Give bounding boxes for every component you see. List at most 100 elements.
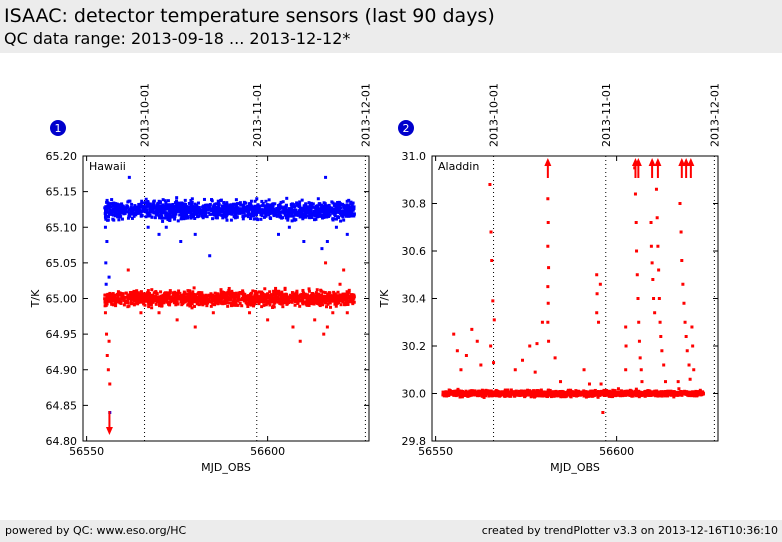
footer-timestamp: created by trendPlotter v3.3 on 2013-12-… bbox=[481, 524, 778, 537]
data-point bbox=[198, 208, 202, 212]
data-point bbox=[482, 392, 486, 396]
data-point bbox=[242, 299, 246, 303]
data-point bbox=[306, 214, 310, 218]
data-point bbox=[211, 217, 215, 221]
data-point bbox=[325, 215, 329, 219]
data-point bbox=[602, 393, 606, 397]
data-point bbox=[480, 394, 484, 398]
data-point bbox=[310, 211, 314, 215]
data-point bbox=[315, 293, 319, 297]
data-point bbox=[145, 295, 149, 299]
data-point bbox=[238, 301, 242, 305]
data-point bbox=[211, 212, 215, 216]
data-point bbox=[262, 303, 266, 307]
data-point bbox=[622, 391, 626, 395]
data-point bbox=[551, 393, 555, 397]
data-point bbox=[222, 296, 226, 300]
data-point bbox=[351, 201, 355, 205]
data-point bbox=[155, 296, 159, 300]
data-point bbox=[296, 294, 300, 298]
data-point bbox=[208, 205, 212, 209]
data-point bbox=[246, 297, 250, 301]
data-point bbox=[126, 268, 130, 272]
data-point bbox=[302, 209, 306, 213]
data-point bbox=[273, 202, 277, 206]
data-point bbox=[227, 289, 231, 293]
y-tick-label: 30.8 bbox=[402, 198, 427, 211]
data-point bbox=[319, 289, 323, 293]
data-point bbox=[163, 298, 167, 302]
data-point bbox=[333, 204, 337, 208]
data-point bbox=[270, 208, 274, 212]
data-point bbox=[203, 206, 207, 210]
data-point bbox=[188, 289, 192, 293]
data-point bbox=[146, 289, 150, 293]
data-point bbox=[559, 390, 563, 394]
data-point bbox=[315, 288, 319, 292]
x-axis-label: MJD_OBS bbox=[550, 461, 600, 474]
data-point bbox=[182, 297, 186, 301]
data-point bbox=[110, 212, 114, 216]
data-point bbox=[259, 290, 263, 294]
data-point bbox=[186, 216, 190, 220]
data-point bbox=[309, 201, 313, 205]
data-point bbox=[498, 390, 502, 394]
data-point bbox=[118, 215, 122, 219]
data-point bbox=[252, 304, 256, 308]
data-point bbox=[174, 303, 178, 307]
data-point bbox=[291, 325, 295, 329]
data-point bbox=[678, 202, 682, 205]
data-point bbox=[235, 215, 239, 219]
data-point bbox=[335, 209, 339, 213]
data-point bbox=[571, 390, 575, 394]
data-point bbox=[105, 332, 109, 336]
data-point bbox=[128, 291, 132, 295]
data-point bbox=[349, 296, 353, 300]
data-point bbox=[655, 392, 659, 396]
data-point bbox=[152, 291, 156, 295]
data-point bbox=[170, 299, 174, 303]
data-point bbox=[285, 298, 289, 302]
data-point bbox=[111, 204, 115, 208]
data-point bbox=[638, 356, 642, 360]
data-point bbox=[188, 291, 192, 295]
data-point bbox=[205, 297, 209, 301]
data-point bbox=[561, 391, 565, 395]
data-point bbox=[347, 294, 351, 298]
data-point bbox=[305, 211, 309, 215]
data-point bbox=[242, 210, 246, 214]
data-point bbox=[176, 209, 180, 213]
data-point bbox=[114, 208, 118, 212]
data-point bbox=[162, 301, 166, 305]
data-point bbox=[295, 201, 299, 205]
data-point bbox=[215, 294, 219, 298]
data-point bbox=[561, 395, 565, 399]
data-point bbox=[253, 294, 257, 298]
data-point bbox=[187, 206, 191, 210]
data-point bbox=[171, 215, 175, 219]
data-point bbox=[295, 212, 299, 216]
data-point bbox=[173, 290, 177, 294]
data-point bbox=[234, 303, 238, 307]
data-point bbox=[220, 207, 224, 211]
data-point bbox=[335, 206, 339, 210]
data-point bbox=[188, 296, 192, 300]
data-point bbox=[328, 300, 332, 304]
data-point bbox=[232, 202, 236, 206]
data-point bbox=[190, 200, 194, 204]
data-point bbox=[246, 210, 250, 214]
data-point bbox=[351, 302, 355, 306]
data-point bbox=[221, 214, 225, 218]
y-tick-label: 65.15 bbox=[46, 186, 78, 199]
data-point bbox=[309, 294, 313, 298]
data-point bbox=[174, 296, 178, 300]
data-point bbox=[182, 205, 186, 209]
data-point bbox=[319, 209, 323, 213]
data-point bbox=[222, 210, 226, 214]
data-point bbox=[124, 291, 128, 295]
data-point bbox=[679, 390, 683, 394]
data-point bbox=[108, 202, 112, 206]
data-point bbox=[132, 289, 136, 293]
data-point bbox=[166, 206, 170, 210]
